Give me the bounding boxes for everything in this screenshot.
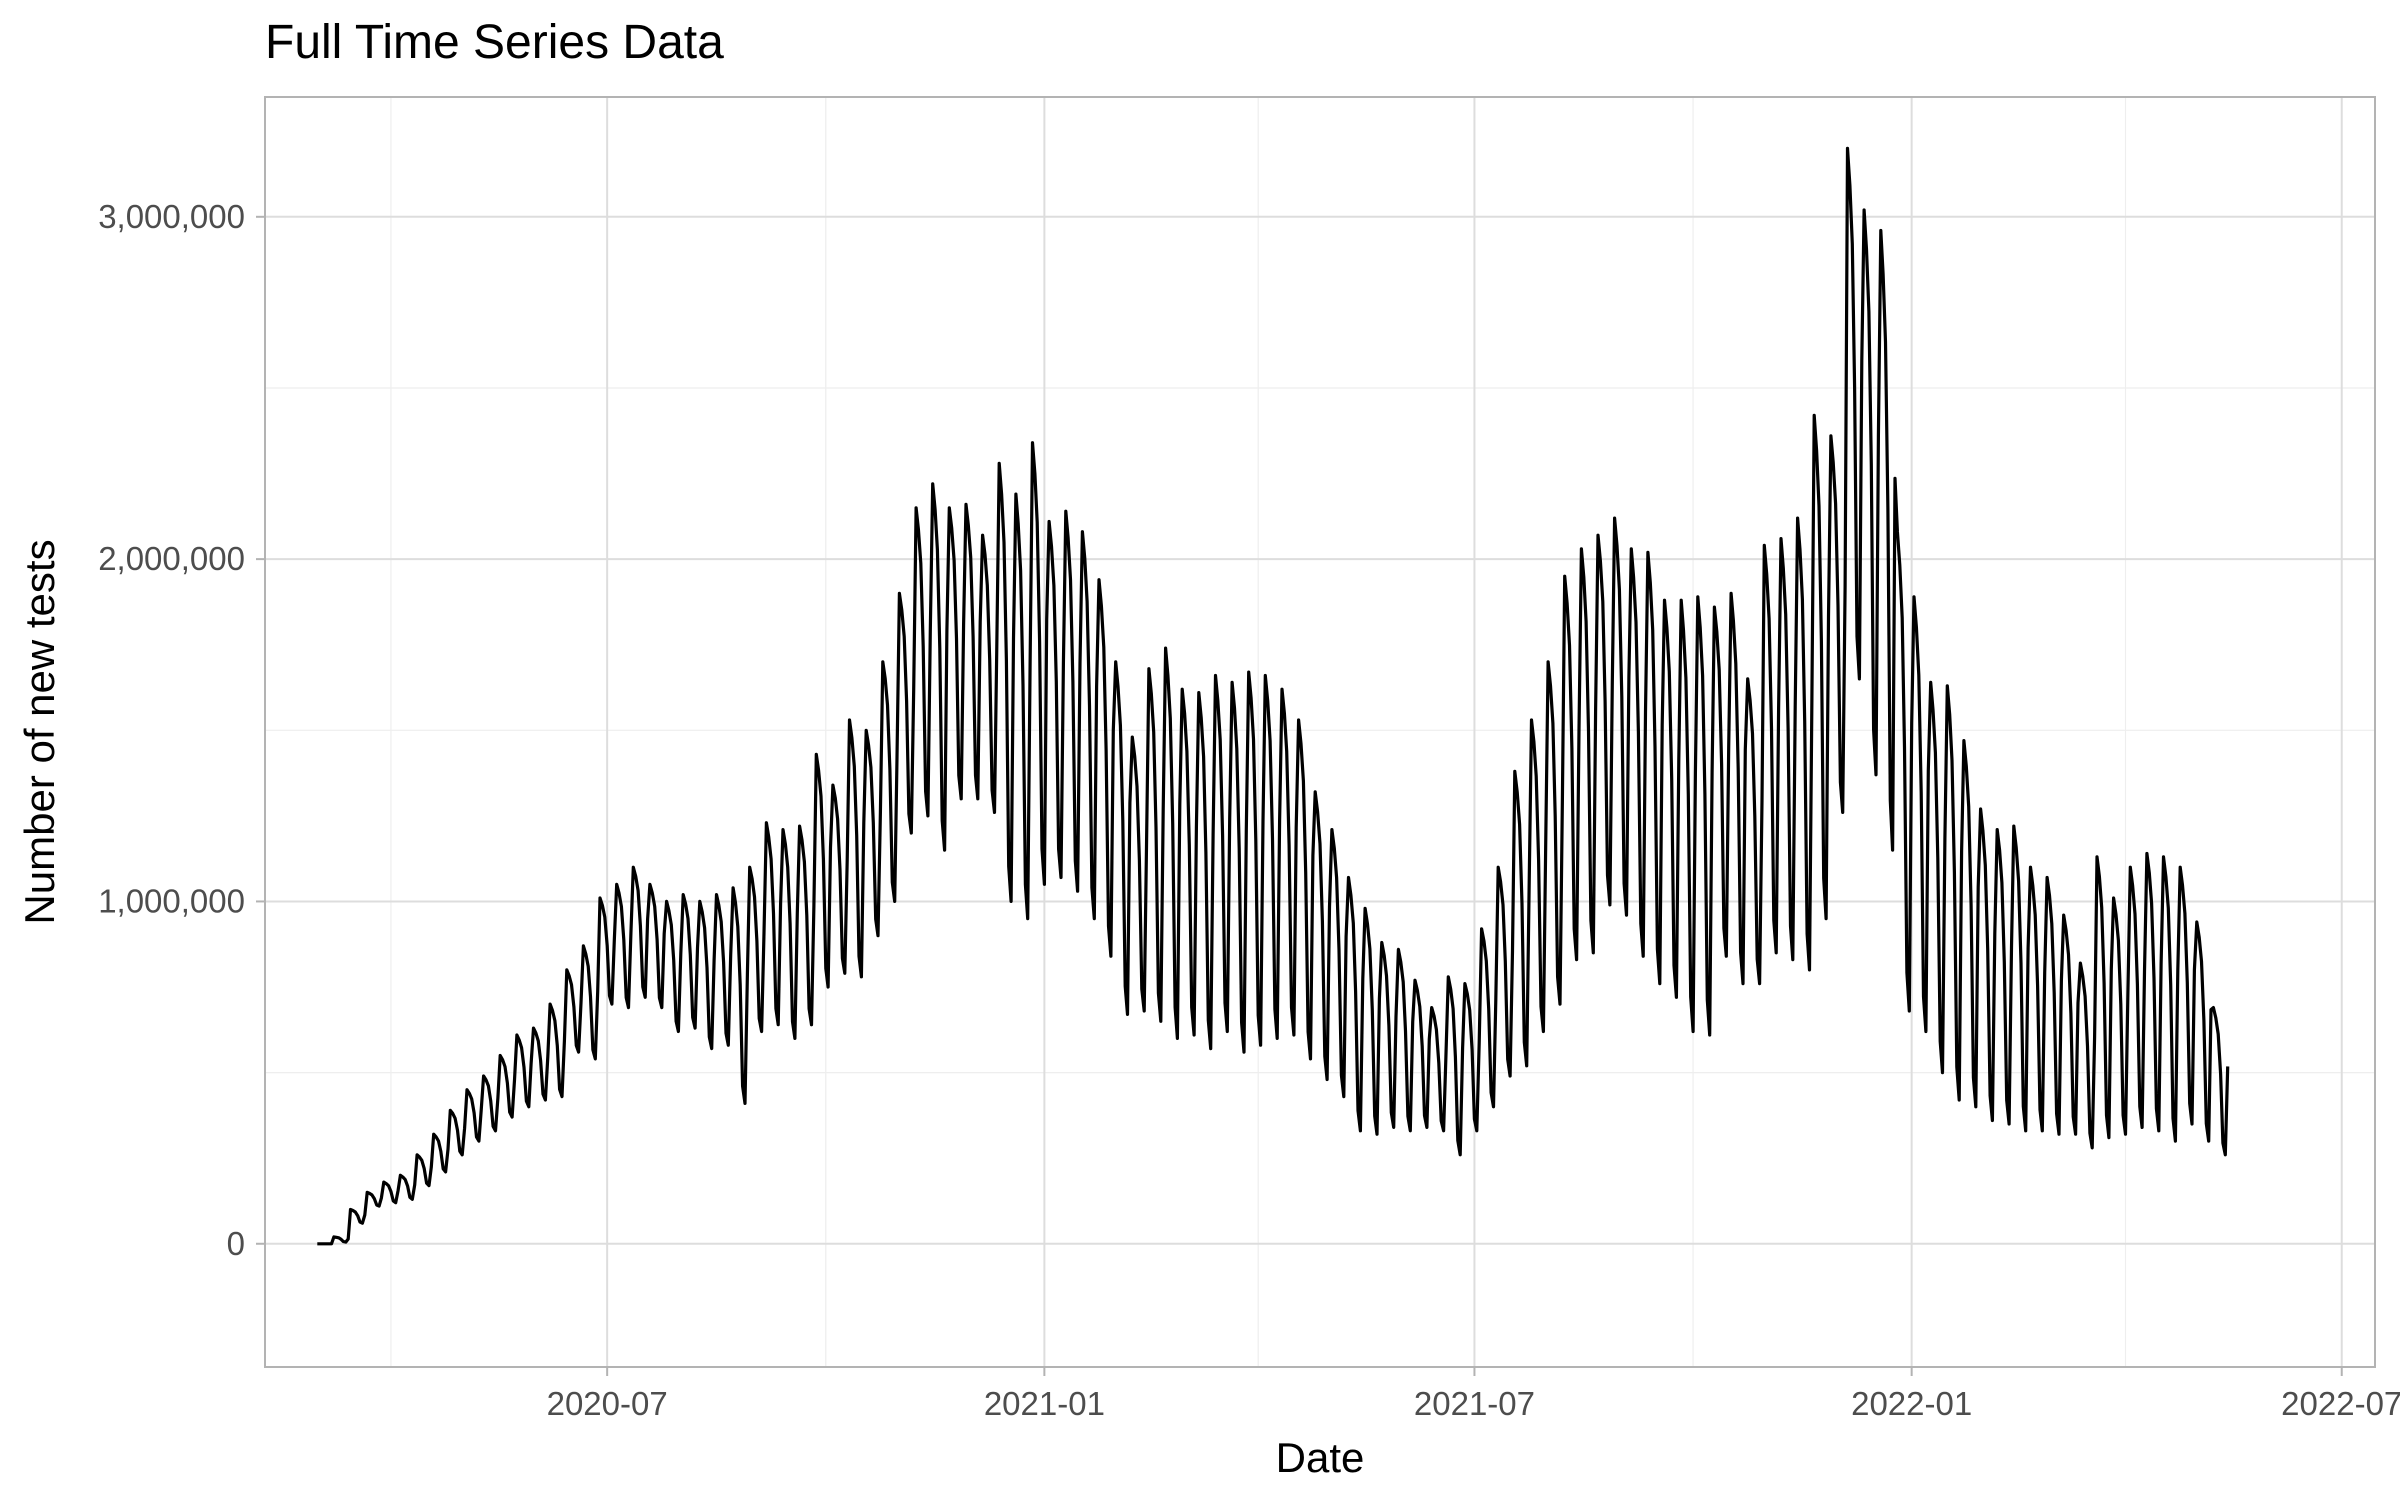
- y-tick-label: 1,000,000: [98, 882, 245, 919]
- y-axis-ticks: 0 1,000,000 2,000,000 3,000,000: [98, 198, 265, 1262]
- y-axis-title: Number of new tests: [16, 539, 63, 924]
- y-tick-label: 3,000,000: [98, 198, 245, 235]
- major-gridlines: [265, 97, 2375, 1367]
- y-tick-label: 0: [227, 1225, 245, 1262]
- minor-gridlines: [265, 97, 2375, 1367]
- x-tick-label: 2021-07: [1414, 1385, 1535, 1422]
- x-axis-ticks: 2020-07 2021-01 2021-07 2022-01 2022-07: [547, 1367, 2400, 1422]
- x-tick-label: 2022-01: [1851, 1385, 1972, 1422]
- series-line-new-tests: [317, 146, 2230, 1246]
- x-tick-label: 2022-07: [2281, 1385, 2400, 1422]
- chart-title: Full Time Series Data: [265, 16, 724, 69]
- panel-border: [264, 96, 2376, 1368]
- x-tick-label: 2021-01: [984, 1385, 1105, 1422]
- x-tick-label: 2020-07: [547, 1385, 668, 1422]
- x-axis-title: Date: [1276, 1434, 1365, 1481]
- y-tick-label: 2,000,000: [98, 540, 245, 577]
